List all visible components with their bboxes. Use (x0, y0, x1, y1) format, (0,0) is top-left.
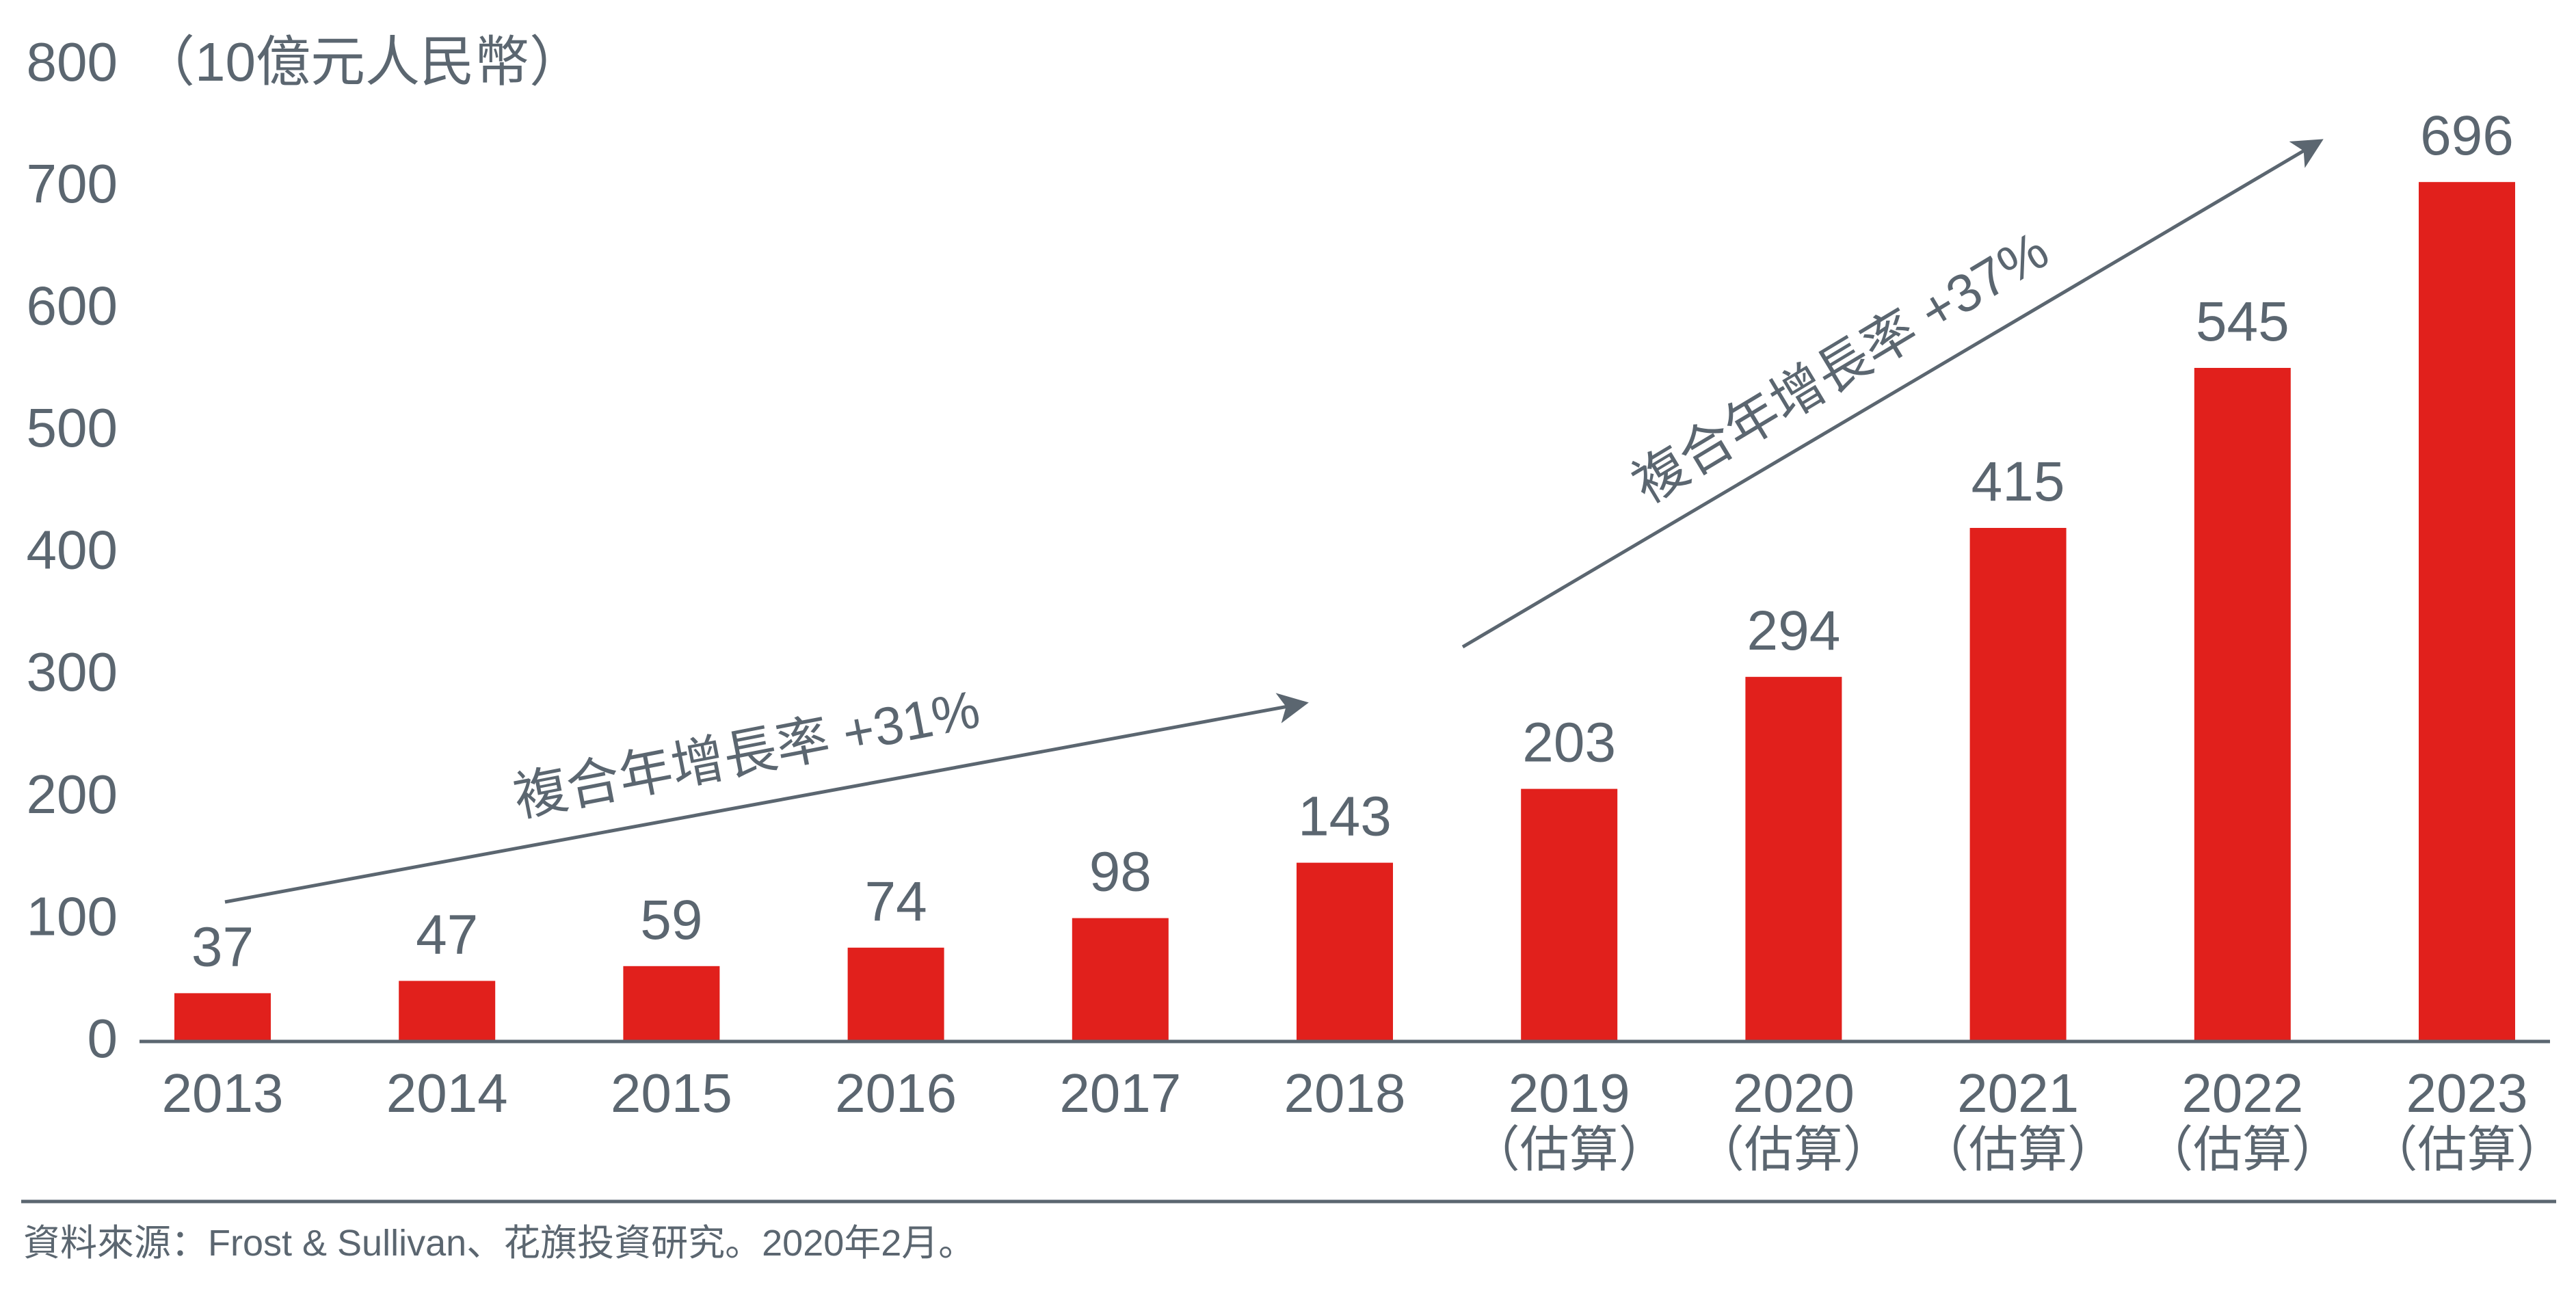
bar-2014 (399, 981, 496, 1041)
y-tick-label: 700 (27, 153, 118, 214)
value-label-2015: 59 (640, 889, 702, 951)
value-label-2017: 98 (1089, 841, 1152, 903)
x-tick-label-2022: 2022 (2181, 1063, 2303, 1124)
value-label-2019: 203 (1522, 712, 1616, 774)
estimate-note-2022: （估算） (2144, 1123, 2341, 1178)
x-tick-label-2021: 2021 (1957, 1063, 2079, 1124)
bar-2013 (174, 993, 271, 1041)
y-tick-label: 200 (27, 764, 118, 825)
bar-2016 (847, 947, 944, 1041)
y-tick-label: 600 (27, 275, 118, 336)
estimate-note-2021: （估算） (1920, 1123, 2116, 1178)
x-tick-label-2016: 2016 (835, 1063, 957, 1124)
cagr-arrow-2013-2018 (224, 693, 1309, 904)
bars (174, 182, 2515, 1042)
bar-2019 (1521, 788, 1618, 1041)
value-label-2013: 37 (191, 916, 254, 978)
value-label-2020: 294 (1747, 600, 1840, 662)
estimate-note-2023: （估算） (2368, 1123, 2565, 1178)
bar-2015 (623, 966, 720, 1041)
x-tick-label-2020: 2020 (1733, 1063, 1855, 1124)
bar-2021 (1969, 528, 2067, 1041)
bar-2023 (2419, 182, 2515, 1042)
estimate-note-2020: （估算） (1695, 1123, 1892, 1178)
x-tick-label-2014: 2014 (386, 1063, 508, 1124)
bar-2017 (1072, 918, 1169, 1041)
bar-2018 (1297, 862, 1393, 1041)
y-axis-unit-label: （10億元人民幣） (140, 31, 584, 92)
x-tick-label-2015: 2015 (611, 1063, 732, 1124)
value-label-2016: 74 (864, 871, 927, 933)
y-axis-tick-labels: 0 100 200 300 400 500 600 700 800 (27, 31, 118, 1069)
bar-2022 (2194, 368, 2291, 1041)
y-tick-label: 800 (27, 31, 118, 92)
source-note: 資料來源：Frost & Sullivan、花旗投資研究。2020年2月。 (23, 1223, 975, 1264)
bar-2020 (1745, 676, 1842, 1041)
x-tick-label-2013: 2013 (162, 1063, 284, 1124)
x-tick-label-2023: 2023 (2406, 1063, 2528, 1124)
x-tick-label-2019: 2019 (1509, 1063, 1630, 1124)
value-labels: 37 47 59 74 98 143 203 294 415 545 696 (191, 105, 2514, 978)
x-axis-tick-labels: 2013 2014 2015 2016 2017 2018 2019（估算）2020（估算）… (162, 1063, 2566, 1178)
value-label-2022: 545 (2196, 291, 2289, 353)
value-label-2018: 143 (1298, 786, 1392, 848)
y-tick-label: 400 (27, 520, 118, 581)
x-tick-label-2017: 2017 (1059, 1063, 1181, 1124)
y-tick-label: 500 (27, 397, 118, 458)
value-label-2021: 415 (1971, 451, 2065, 513)
cagr-arrow-2019-2023 (1461, 139, 2324, 649)
x-tick-label-2018: 2018 (1284, 1063, 1406, 1124)
y-tick-label: 300 (27, 641, 118, 702)
value-label-2023: 696 (2420, 105, 2514, 167)
value-label-2014: 47 (416, 903, 478, 966)
y-tick-label: 100 (27, 886, 118, 946)
y-tick-label: 0 (88, 1008, 118, 1069)
estimate-note-2019: （估算） (1471, 1123, 1668, 1178)
